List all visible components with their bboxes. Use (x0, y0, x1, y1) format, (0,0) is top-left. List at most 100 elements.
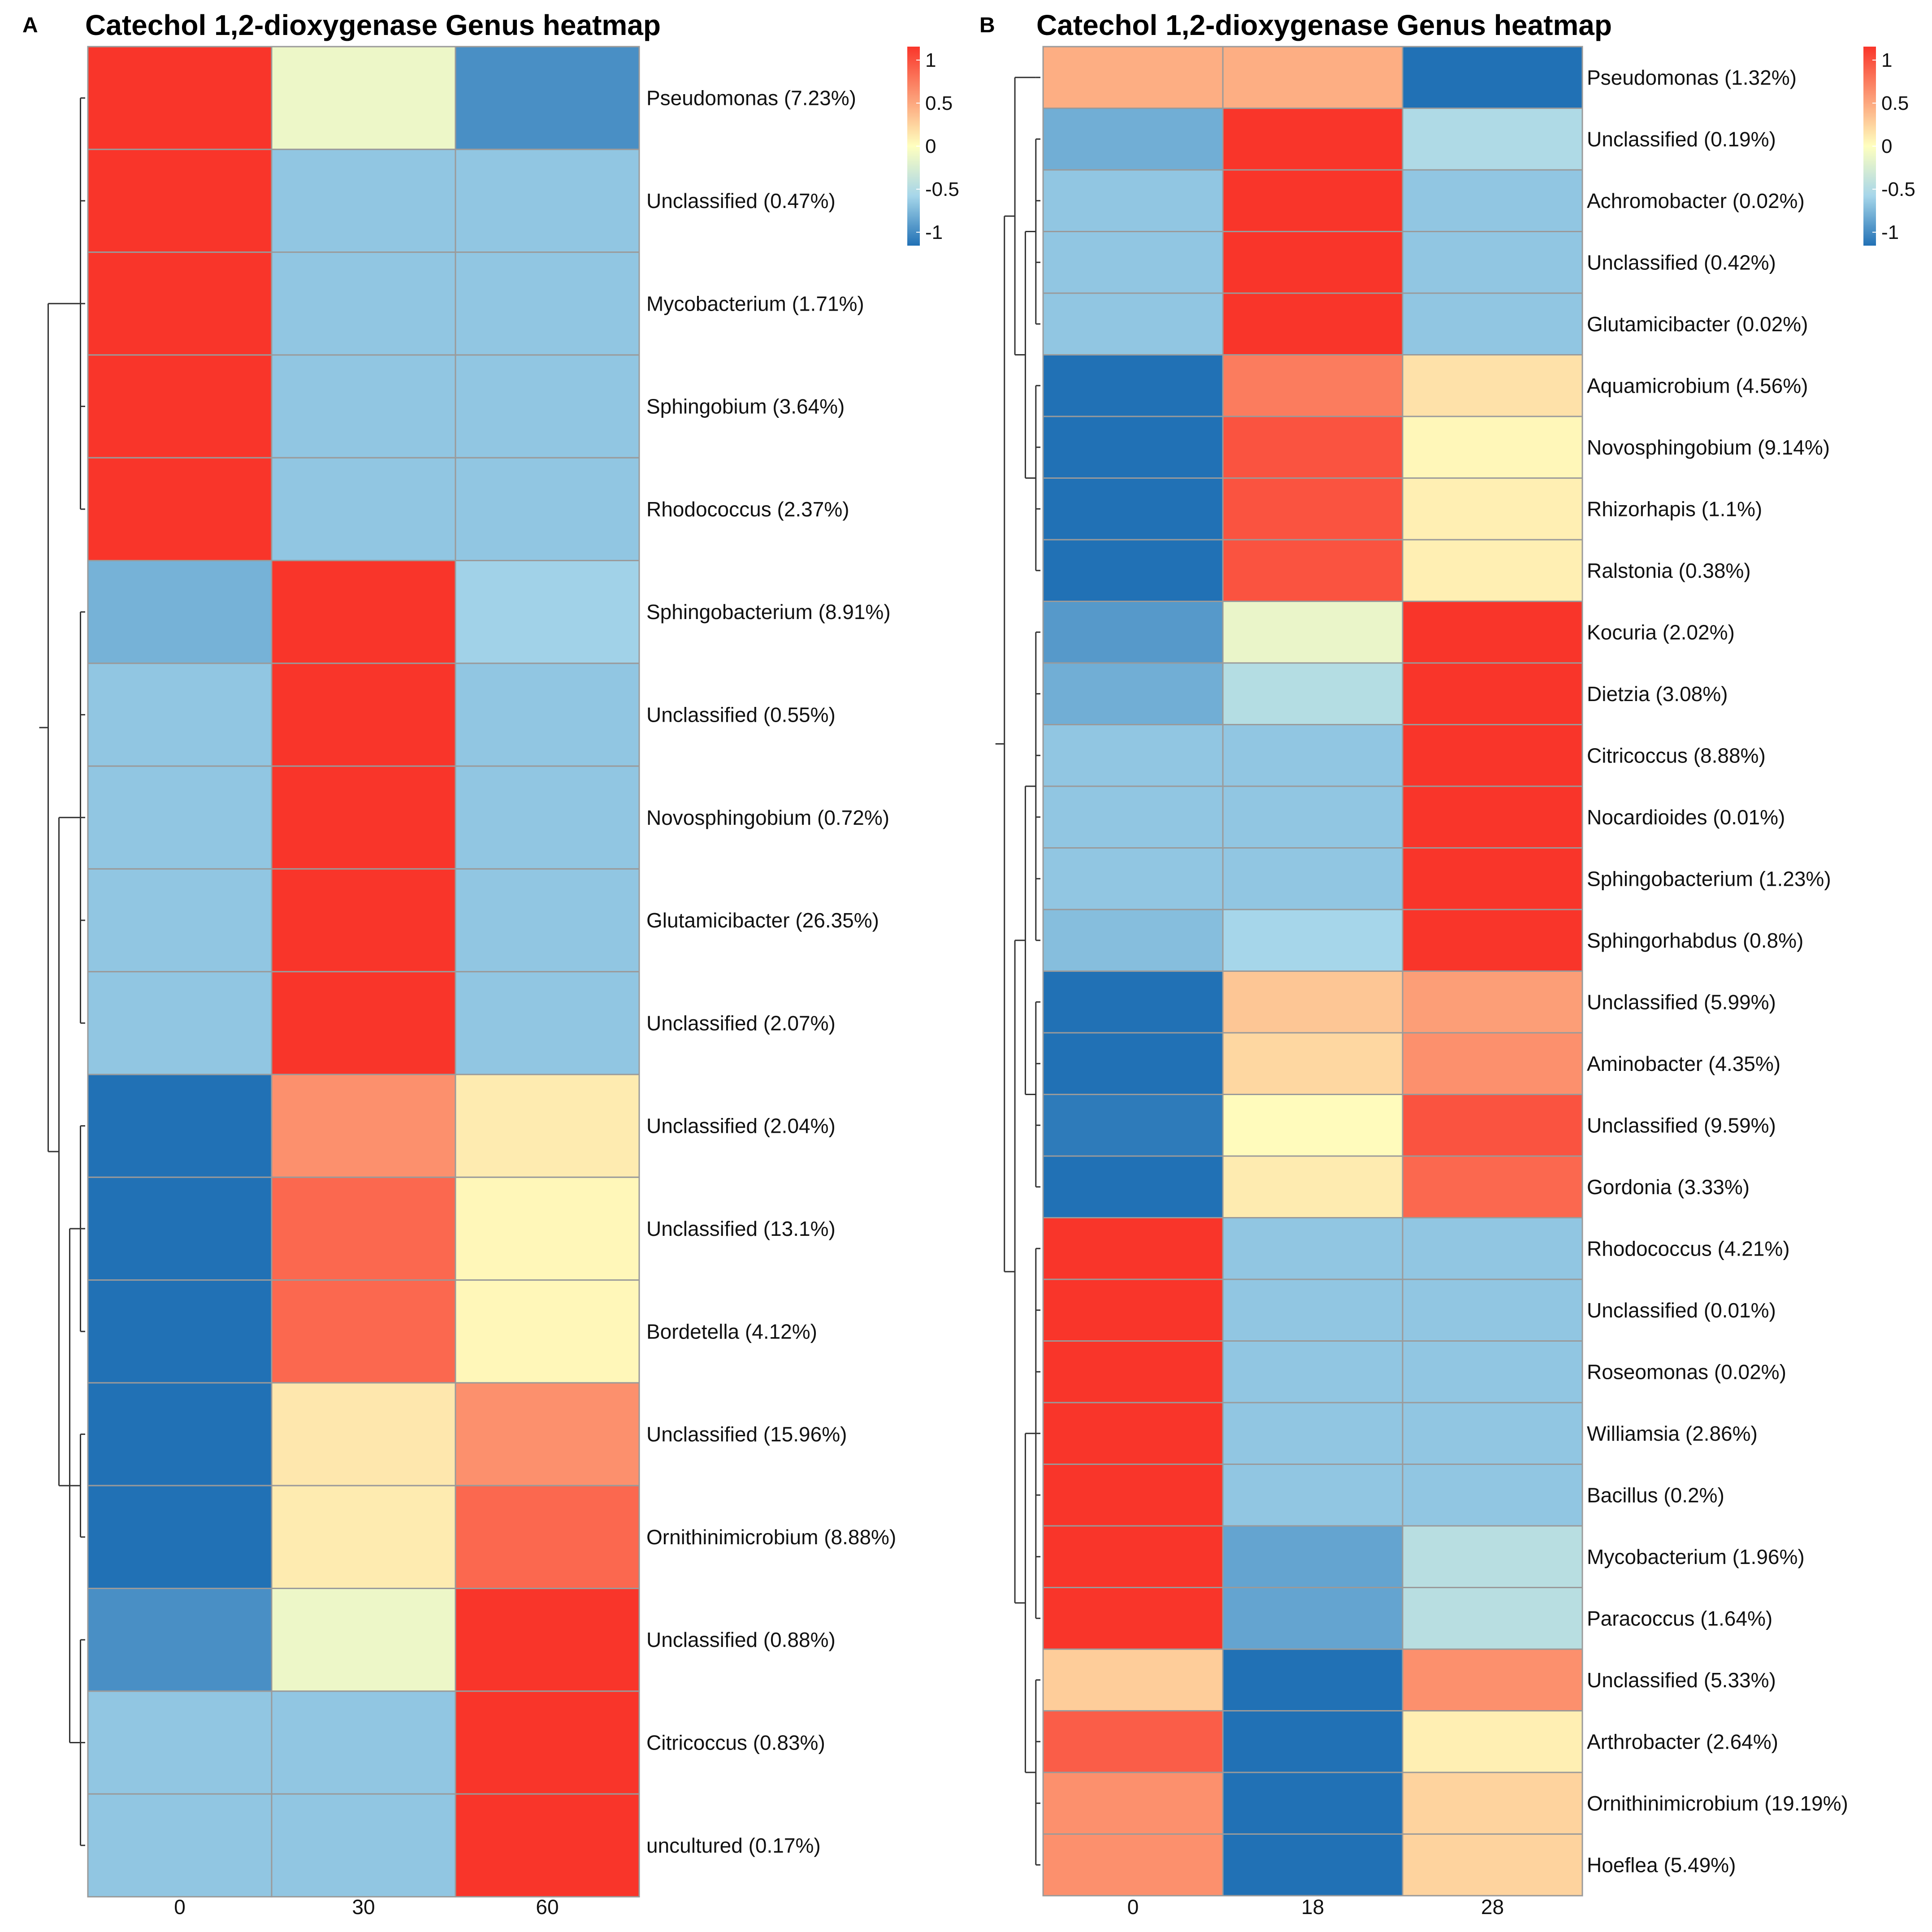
heatmap-cell (1222, 1340, 1404, 1404)
heatmap-cell (1042, 662, 1224, 725)
legend-tick-label: -1 (1881, 221, 1899, 243)
heatmap-cell (271, 354, 456, 459)
heatmap-cell (1042, 1155, 1224, 1218)
row-label: Unclassified (0.01%) (1587, 1299, 1776, 1322)
row-label: Sphingorhabdus (0.8%) (1587, 929, 1803, 952)
heatmap-cell (1222, 1217, 1404, 1280)
heatmap-cell (1402, 1217, 1583, 1280)
heatmap-cell (1402, 1525, 1583, 1588)
heatmap-cell (1402, 1710, 1583, 1773)
heatmap-cell (1402, 1772, 1583, 1835)
heatmap-cell (1042, 1340, 1224, 1404)
row-label: Unclassified (0.19%) (1587, 127, 1776, 151)
row-label: Sphingobacterium (1.23%) (1587, 867, 1831, 890)
heatmap-cell (1042, 354, 1224, 417)
panel-b-title: Catechol 1,2-dioxygenase Genus heatmap (1036, 9, 1612, 41)
row-label: Dietzia (3.08%) (1587, 682, 1728, 706)
row-label: Glutamicibacter (0.02%) (1587, 312, 1808, 336)
heatmap-cell (1222, 1710, 1404, 1773)
heatmap-panel-a: A Catechol 1,2-dioxygenase Genus heatmap… (22, 9, 959, 1919)
row-label: Unclassified (5.99%) (1587, 990, 1776, 1014)
panel-a-color-legend: 1 0.5 0 -0.5 -1 (907, 47, 959, 246)
heatmap-cell (1042, 1710, 1224, 1773)
row-label: Mycobacterium (1.71%) (646, 292, 864, 315)
heatmap-cell (1402, 909, 1583, 972)
heatmap-cell (455, 46, 640, 150)
heatmap-cell (455, 663, 640, 767)
row-label: uncultured (0.17%) (646, 1834, 821, 1857)
heatmap-cell (271, 971, 456, 1075)
heatmap-cell (1402, 477, 1583, 541)
heatmap-cell (1402, 1340, 1583, 1404)
heatmap-cell (87, 1382, 273, 1486)
heatmap-cell (1042, 416, 1224, 479)
heatmap-cell (87, 457, 273, 562)
heatmap-cell (87, 560, 273, 664)
heatmap-cell (271, 765, 456, 870)
row-label: Sphingobium (3.64%) (646, 395, 845, 418)
heatmap-cell (1402, 1648, 1583, 1711)
heatmap-cell (271, 457, 456, 562)
panel-b-color-legend: 1 0.5 0 -0.5 -1 (1863, 47, 1915, 246)
panel-a-row-labels: Pseudomonas (7.23%) Unclassified (0.47%) M… (646, 87, 896, 1857)
heatmap-cell (271, 1485, 456, 1589)
heatmap-cell (87, 663, 273, 767)
panel-a-title: Catechol 1,2-dioxygenase Genus heatmap (85, 9, 661, 41)
heatmap-cell (1222, 477, 1404, 541)
heatmap-cell (1042, 601, 1224, 664)
row-label: Unclassified (0.55%) (646, 703, 836, 726)
heatmap-cell (455, 457, 640, 562)
heatmap-cell (455, 1588, 640, 1692)
heatmap-cell (1402, 601, 1583, 664)
heatmap-cell (1222, 970, 1404, 1034)
heatmap-cell (1222, 1155, 1404, 1218)
heatmap-cell (1402, 539, 1583, 602)
row-label: Kocuria (2.02%) (1587, 620, 1735, 644)
panel-a-heatmap-grid (87, 46, 640, 1897)
row-label: Mycobacterium (1.96%) (1587, 1545, 1805, 1568)
legend-tick-label: 0.5 (925, 92, 953, 114)
heatmap-cell (1402, 1032, 1583, 1095)
heatmap-cell (1222, 1094, 1404, 1157)
row-label: Unclassified (2.04%) (646, 1114, 836, 1138)
heatmap-cell (1042, 46, 1224, 109)
heatmap-cell (87, 46, 273, 150)
heatmap-cell (87, 1176, 273, 1281)
heatmap-cell (87, 1588, 273, 1692)
heatmap-cell (455, 148, 640, 253)
heatmap-cell (1222, 662, 1404, 725)
heatmap-cell (455, 1074, 640, 1178)
heatmap-cell (1042, 1217, 1224, 1280)
row-label: Unclassified (0.42%) (1587, 251, 1776, 274)
heatmap-cell (1222, 1833, 1404, 1897)
row-label: Nocardioides (0.01%) (1587, 806, 1785, 829)
heatmap-cell (271, 251, 456, 356)
panel-b-heatmap-grid (1042, 46, 1583, 1897)
heatmap-cell (1042, 1402, 1224, 1465)
legend-tick-label: -0.5 (1881, 178, 1915, 200)
heatmap-cell (1042, 108, 1224, 171)
heatmap-cell (271, 1176, 456, 1281)
legend-tick-label: -0.5 (925, 178, 959, 200)
heatmap-cell (1222, 1648, 1404, 1711)
heatmap-cell (1042, 1587, 1224, 1650)
column-label: 60 (536, 1895, 559, 1919)
heatmap-cell (1042, 1094, 1224, 1157)
heatmap-cell (1222, 785, 1404, 849)
heatmap-cell (1042, 1772, 1224, 1835)
row-label: Unclassified (9.59%) (1587, 1113, 1776, 1137)
legend-tick-label: 0 (1881, 135, 1892, 157)
row-label: Citricoccus (0.83%) (646, 1731, 825, 1754)
heatmap-cell (1402, 1402, 1583, 1465)
heatmap-cell (1402, 169, 1583, 232)
row-label: Unclassified (0.88%) (646, 1628, 836, 1651)
row-label: Pseudomonas (7.23%) (646, 87, 856, 110)
heatmap-cell (1402, 970, 1583, 1034)
heatmap-cell (1222, 292, 1404, 355)
heatmap-cell (1402, 108, 1583, 171)
heatmap-cell (455, 1485, 640, 1589)
heatmap-cell (1402, 354, 1583, 417)
heatmap-cell (271, 663, 456, 767)
heatmap-cell (1222, 231, 1404, 294)
heatmap-cell (1222, 1587, 1404, 1650)
